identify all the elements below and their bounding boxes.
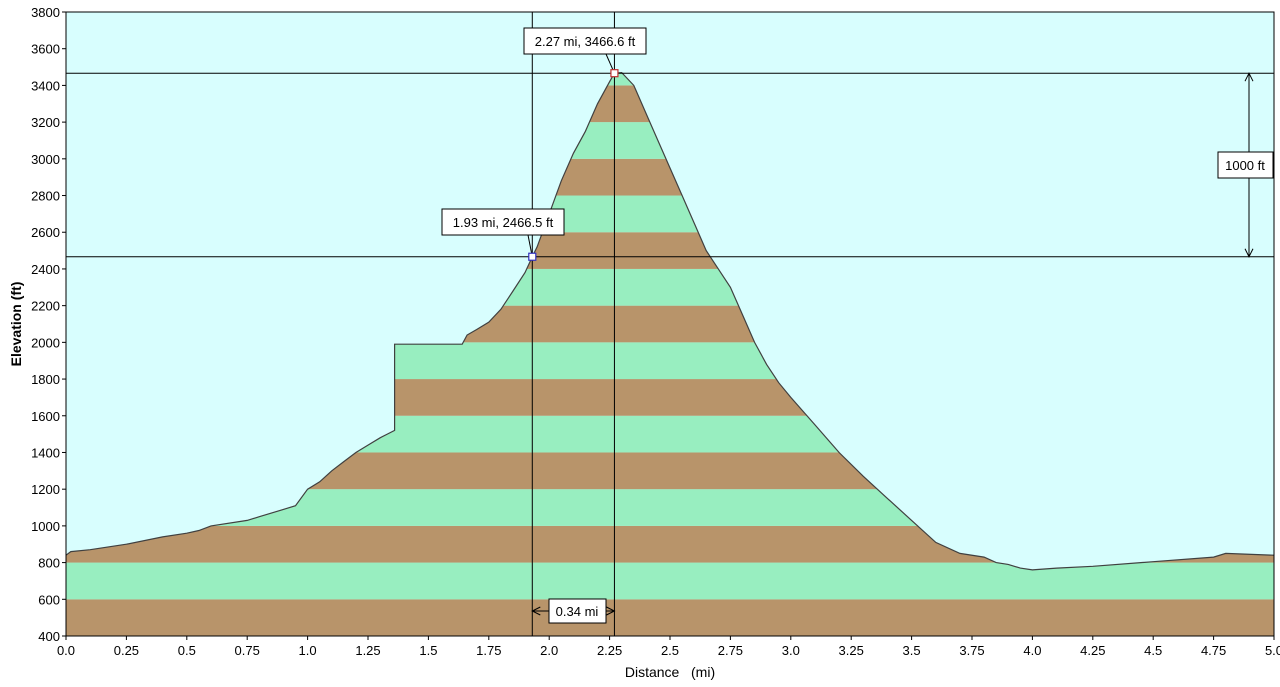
arrowhead-down xyxy=(1244,248,1254,258)
point-a-marker xyxy=(528,252,537,261)
arrowhead-up xyxy=(1244,72,1254,82)
x-tick-label: 3.0 xyxy=(782,643,800,658)
y-tick-label: 3600 xyxy=(31,42,60,57)
callout-point-b: 2.27 mi, 3466.6 ft xyxy=(523,27,647,55)
x-tick-label: 2.25 xyxy=(597,643,622,658)
elevation-profile-line xyxy=(66,71,1274,571)
callout-delta-distance-label: 0.34 mi xyxy=(556,604,599,619)
callout-delta-elevation-label: 1000 ft xyxy=(1225,158,1265,173)
x-tick-label: 3.25 xyxy=(839,643,864,658)
y-tick-label: 1600 xyxy=(31,409,60,424)
y-tick-label: 2000 xyxy=(31,335,60,350)
x-axis-title: Distance (mi) xyxy=(625,664,715,680)
y-tick-label: 2800 xyxy=(31,189,60,204)
x-tick-label: 4.25 xyxy=(1080,643,1105,658)
y-tick-label: 3200 xyxy=(31,115,60,130)
x-tick-label: 4.75 xyxy=(1201,643,1226,658)
callout-point-a: 1.93 mi, 2466.5 ft xyxy=(441,208,565,236)
x-tick-label: 0.25 xyxy=(114,643,139,658)
x-tick-label: 1.0 xyxy=(299,643,317,658)
y-tick-label: 3000 xyxy=(31,152,60,167)
callout-point-a-box xyxy=(441,208,565,236)
crosshairs xyxy=(66,12,1274,636)
y-tick-label: 2200 xyxy=(31,299,60,314)
y-axis-ticks: 400 600 800 1000 1200 1400 1600 1800 2000 2200 240… xyxy=(31,5,66,644)
callout-delta-distance-box xyxy=(548,598,607,624)
y-tick-label: 1400 xyxy=(31,445,60,460)
x-tick-label: 5.0 xyxy=(1265,643,1280,658)
y-tick-label: 1000 xyxy=(31,519,60,534)
y-tick-label: 600 xyxy=(38,592,60,607)
y-tick-label: 3400 xyxy=(31,78,60,93)
x-tick-label: 0.75 xyxy=(235,643,260,658)
y-tick-label: 1800 xyxy=(31,372,60,387)
x-tick-label: 1.75 xyxy=(476,643,501,658)
x-tick-label: 4.5 xyxy=(1144,643,1162,658)
elevation-band xyxy=(66,599,1274,636)
x-tick-label: 0.5 xyxy=(178,643,196,658)
x-tick-label: 1.25 xyxy=(355,643,380,658)
x-tick-label: 2.5 xyxy=(661,643,679,658)
x-tick-label: 2.0 xyxy=(540,643,558,658)
y-tick-label: 800 xyxy=(38,556,60,571)
x-tick-label: 0.0 xyxy=(57,643,75,658)
y-tick-label: 2600 xyxy=(31,225,60,240)
x-tick-label: 1.5 xyxy=(419,643,437,658)
point-b-marker xyxy=(610,69,619,78)
x-tick-label: 3.5 xyxy=(903,643,921,658)
x-tick-label: 3.75 xyxy=(959,643,984,658)
y-tick-label: 3800 xyxy=(31,5,60,20)
x-tick-label: 2.75 xyxy=(718,643,743,658)
callout-point-a-label: 1.93 mi, 2466.5 ft xyxy=(453,215,554,230)
y-tick-label: 1200 xyxy=(31,482,60,497)
x-tick-label: 4.0 xyxy=(1023,643,1041,658)
x-axis-ticks: 0.0 0.25 0.5 0.75 1.0 1.25 1.5 1.75 2.0 2.25 2.5 2.… xyxy=(57,636,1280,658)
callout-delta-elevation-box xyxy=(1217,151,1274,179)
callout-point-b-label: 2.27 mi, 3466.6 ft xyxy=(535,34,636,49)
y-tick-label: 2400 xyxy=(31,262,60,277)
arrowhead-right xyxy=(606,606,616,616)
callout-delta-elevation: 1000 ft xyxy=(1217,151,1274,179)
y-tick-label: 400 xyxy=(38,629,60,644)
arrowhead-left xyxy=(531,606,541,616)
callout-delta-distance: 0.34 mi xyxy=(548,598,607,624)
callout-point-b-box xyxy=(523,27,647,55)
elevation-band xyxy=(66,562,1274,600)
y-axis-title: Elevation (ft) xyxy=(8,282,24,367)
